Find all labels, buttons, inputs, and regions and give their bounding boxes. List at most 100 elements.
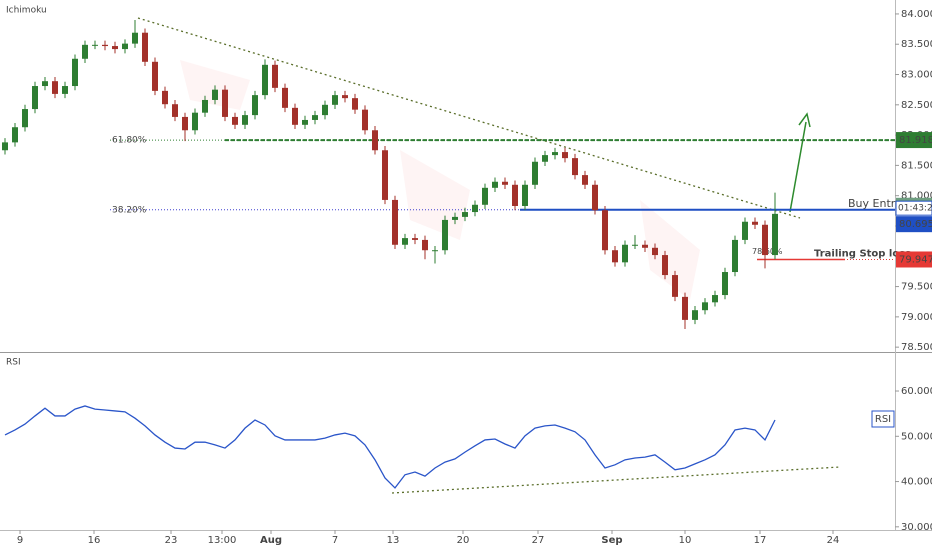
candle-body [732, 239, 738, 273]
candle-body [122, 43, 128, 50]
candle-body [312, 115, 318, 120]
candle-body [502, 181, 508, 185]
candle-body [462, 212, 468, 217]
y-tick-label: 83.500 [901, 39, 932, 50]
candle-body [92, 44, 98, 46]
candle-body [522, 184, 528, 206]
candle-body [642, 244, 648, 248]
candle-body [542, 155, 548, 162]
indicator-label: Ichimoku [6, 6, 47, 16]
y-tick-label: 84.000 [901, 9, 932, 20]
candle-body [582, 175, 588, 185]
price-box-label: 81.918 [899, 135, 932, 146]
y-tick-label: 40.0000 [901, 477, 932, 488]
candle-body [32, 86, 38, 110]
rsi-badge-label: RSI [875, 414, 891, 425]
candle-body [682, 296, 688, 320]
candle-body [632, 244, 638, 246]
candle-body [232, 116, 238, 125]
candle-body [332, 95, 338, 105]
price-box-label: 79.947 [899, 254, 932, 265]
candle-body [492, 181, 498, 188]
candle-body [112, 46, 118, 50]
candle-body [572, 158, 578, 176]
candle-body [532, 161, 538, 185]
candle-body [342, 95, 348, 99]
candle-body [212, 89, 218, 100]
level-label: 38.20% [112, 205, 147, 215]
candle-body [2, 142, 8, 151]
candle-body [722, 272, 728, 296]
x-tick-label: Aug [260, 535, 282, 546]
candle-body [152, 61, 158, 91]
level-label: 61.80% [112, 136, 147, 146]
candle-body [222, 89, 228, 117]
candle-body [702, 302, 708, 311]
candle-body [422, 239, 428, 251]
candle-body [302, 119, 308, 125]
x-tick-label: 23 [165, 535, 178, 546]
candle-body [42, 81, 48, 87]
x-tick-label: 9 [17, 535, 23, 546]
trendline [137, 17, 801, 219]
candle-body [102, 44, 108, 47]
candle-body [482, 187, 488, 205]
candle-body [52, 81, 58, 94]
rsi-badge [871, 410, 895, 428]
x-tick-label: 17 [754, 535, 767, 546]
candle-body [412, 238, 418, 240]
candle-body [652, 247, 658, 256]
candle-body [82, 44, 88, 59]
candle-body [192, 112, 198, 131]
candle-body [72, 58, 78, 87]
cloud [180, 60, 250, 110]
x-tick-label: 13:00 [208, 535, 237, 546]
candle-body [172, 104, 178, 117]
candle-body [372, 130, 378, 151]
candle-body [672, 275, 678, 297]
x-tick-label: 27 [532, 535, 545, 546]
candle-body [262, 64, 268, 96]
x-tick-label: 20 [457, 535, 470, 546]
countdown-box [895, 200, 932, 216]
candle-body [132, 32, 138, 44]
candle-body [252, 95, 258, 116]
price-box-label: 80.695 [899, 219, 932, 230]
buy-entry-label: Buy Entry [848, 197, 902, 210]
y-tick-label: 83.000 [901, 70, 932, 81]
candle-body [162, 90, 168, 105]
candle-body [622, 244, 628, 263]
candle-body [282, 87, 288, 108]
y-tick-label: 81.500 [901, 160, 932, 171]
rsi-line [4, 405, 776, 489]
arrow-shaft [789, 121, 807, 213]
candle-body [512, 184, 518, 206]
x-tick-label: 24 [827, 535, 840, 546]
candle-body [712, 295, 718, 303]
candle-body [392, 199, 398, 245]
countdown: 01:43:28 [898, 204, 932, 214]
x-tick-label: 10 [679, 535, 692, 546]
candle-body [202, 99, 208, 113]
x-tick-label: 13 [387, 535, 400, 546]
x-tick-label: Sep [601, 535, 622, 546]
candle-body [142, 32, 148, 62]
y-tick-label: 79.500 [901, 282, 932, 293]
candle-body [742, 221, 748, 240]
y-tick-label: 78.500 [901, 342, 932, 353]
candle-body [22, 109, 28, 128]
x-tick-label: 7 [332, 535, 338, 546]
candle-body [402, 238, 408, 245]
candle-body [452, 216, 458, 220]
y-tick-label: 60.0000 [901, 386, 932, 397]
y-tick-label: 79.000 [901, 312, 932, 323]
candle-body [292, 107, 298, 125]
x-tick-label: 16 [88, 535, 101, 546]
arrow-head [798, 112, 811, 128]
candle-body [752, 221, 758, 225]
candle-body [362, 109, 368, 131]
price-box [896, 132, 932, 149]
indicator-label: RSI [6, 358, 21, 368]
